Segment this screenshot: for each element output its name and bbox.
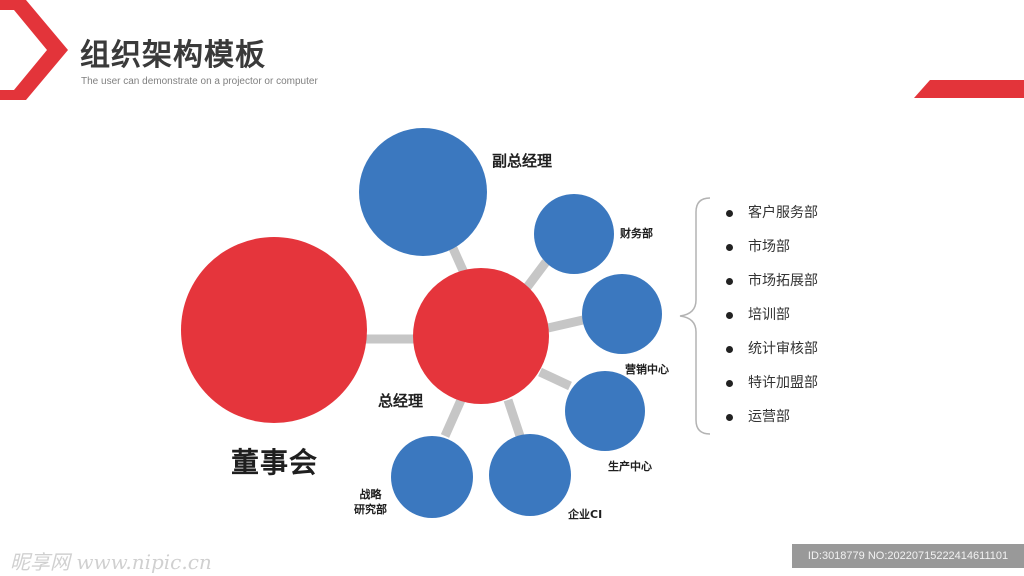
production-center-label: 生产中心 [608, 460, 652, 473]
list-item: 市场部 [726, 230, 818, 264]
bullet-icon [726, 380, 733, 387]
department-label: 客户服务部 [748, 205, 818, 221]
list-item: 客户服务部 [726, 196, 818, 230]
connector-gm-strategy [440, 398, 466, 438]
stripe-decoration [914, 80, 1024, 98]
department-label: 统计审核部 [748, 341, 818, 357]
marketing-center-label: 营销中心 [625, 363, 669, 376]
list-item: 运营部 [726, 400, 818, 434]
department-label: 培训部 [748, 307, 790, 323]
node-enterprise-ci [489, 434, 571, 516]
strategy-label: 战略 研究部 [354, 487, 387, 517]
board-label: 董事会 [231, 446, 319, 479]
connector-gm-marketing [546, 315, 585, 333]
connector-gm-ci [503, 398, 525, 438]
bullet-icon [726, 312, 733, 319]
connectors [365, 244, 585, 438]
node-strategy [391, 436, 473, 518]
page-title: 组织架构模板 [80, 38, 266, 73]
node-board [181, 237, 367, 423]
bullet-icon [726, 244, 733, 251]
deputy-gm-label: 副总经理 [492, 152, 553, 170]
department-label: 市场部 [748, 239, 790, 255]
connector-gm-production [538, 367, 572, 391]
watermark-left: 昵享网 www.nipic.cn [10, 550, 212, 574]
strategy-label-line1: 战略 [359, 488, 382, 501]
bullet-icon [726, 414, 733, 421]
node-deputy-gm [359, 128, 487, 256]
list-item: 统计审核部 [726, 332, 818, 366]
general-manager-label: 总经理 [378, 392, 424, 410]
node-finance [534, 194, 614, 274]
bullet-icon [726, 210, 733, 217]
list-item: 特许加盟部 [726, 366, 818, 400]
watermark-id: ID:3018779 NO:20220715222414611101 [792, 544, 1024, 568]
list-item: 培训部 [726, 298, 818, 332]
chevron-decoration [0, 0, 68, 100]
department-label: 运营部 [748, 409, 790, 425]
strategy-label-line2: 研究部 [354, 503, 387, 516]
connector-gm-deputy [447, 244, 470, 277]
finance-label: 财务部 [620, 227, 653, 240]
page-subtitle: The user can demonstrate on a projector … [81, 76, 318, 87]
bullet-icon [726, 346, 733, 353]
node-production-center [565, 371, 645, 451]
department-list: 客户服务部 市场部 市场拓展部 培训部 统计审核部 特许加盟部 运营部 [726, 196, 818, 434]
node-marketing-center [582, 274, 662, 354]
bullet-icon [726, 278, 733, 285]
node-general-manager [413, 268, 549, 404]
connector-gm-finance [521, 259, 550, 293]
list-item: 市场拓展部 [726, 264, 818, 298]
department-label: 市场拓展部 [748, 273, 818, 289]
enterprise-ci-label: 企业CI [568, 508, 603, 521]
brace-icon [679, 197, 711, 435]
department-label: 特许加盟部 [748, 375, 818, 391]
